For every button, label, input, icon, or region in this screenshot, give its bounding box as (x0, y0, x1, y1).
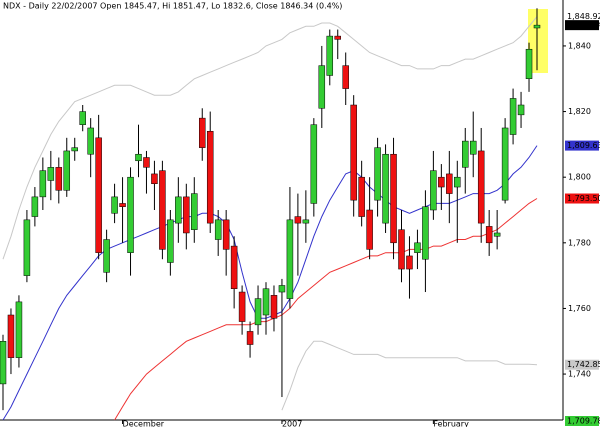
price-label: 1,846.34 (567, 21, 600, 30)
y-tick-label: 1,820 (568, 107, 591, 116)
candle-body (318, 65, 326, 109)
candle-body (39, 170, 47, 198)
candle-body (278, 285, 286, 293)
price-label: 1,709.78 (567, 417, 600, 426)
x-tick-label: December (123, 420, 165, 427)
candle-body (462, 140, 469, 168)
y-tick-label: 1,780 (568, 238, 591, 247)
candle-body (310, 124, 318, 204)
price-label-box (565, 11, 599, 22)
candle-body (191, 193, 198, 230)
candle-body (525, 48, 533, 79)
candle-body (270, 295, 278, 319)
indicator-line (2, 16, 538, 260)
indicator-line (114, 198, 538, 421)
x-tick-label: February (433, 420, 469, 427)
candle-body (485, 226, 493, 244)
candle-body (294, 216, 302, 224)
candle-body (151, 173, 158, 184)
candle-body (71, 147, 78, 152)
candle-body (533, 24, 541, 29)
candle-body (406, 255, 413, 270)
candle-body (95, 137, 102, 253)
y-tick-label: 1,840 (568, 41, 591, 50)
candle-body (175, 196, 182, 224)
candle-body (135, 153, 142, 162)
candle-body (262, 288, 270, 316)
candle-body (493, 232, 501, 237)
candle-body (422, 206, 429, 260)
candle-body (366, 209, 373, 250)
price-label-box (565, 416, 599, 426)
candle-body (23, 219, 31, 276)
x-tick-label: 2007 (282, 420, 302, 427)
price-label: 1,809.63 (567, 141, 600, 150)
price-label-box (565, 140, 599, 151)
candle-body (143, 157, 150, 168)
candle-body (55, 167, 63, 191)
price-label-box (565, 20, 599, 31)
candle-body (199, 117, 206, 148)
candle-body (517, 104, 525, 116)
candle-body (446, 173, 453, 194)
candle-body (230, 245, 238, 289)
candle-body (286, 219, 294, 299)
candle-body (334, 35, 341, 40)
candle-body (501, 127, 509, 201)
candle-body (358, 176, 365, 217)
candle-body (454, 176, 461, 188)
y-tick-label: 1,740 (568, 370, 591, 379)
candle-body (254, 298, 262, 326)
candle-body (15, 301, 23, 358)
candle-body (206, 131, 214, 224)
candle-body (246, 331, 254, 345)
candle-body (103, 239, 110, 273)
price-label: 1,742.85 (567, 360, 600, 369)
candle-body (342, 65, 349, 89)
candle-body (87, 127, 94, 155)
price-label: 1,848.92 (567, 12, 600, 21)
candle-body (79, 111, 86, 125)
candle-body (430, 170, 437, 211)
candle-body (7, 314, 15, 358)
candle-body (222, 219, 230, 250)
candle-body (326, 35, 334, 76)
candle-body (119, 203, 126, 207)
price-label-box (565, 193, 599, 204)
candle-body (183, 196, 190, 234)
candle-body (438, 176, 445, 188)
candle-body (0, 341, 7, 385)
y-tick-label: 1,760 (568, 304, 591, 313)
indicator-line (2, 145, 538, 421)
candle-body (31, 196, 39, 217)
indicator-line (281, 340, 538, 411)
candle-body (127, 176, 134, 253)
candle-body (167, 219, 174, 263)
candle-body (47, 167, 55, 181)
candle-body (414, 242, 421, 253)
chart-title: NDX - Daily 22/02/2007 Open 1845.47, Hi … (3, 2, 342, 11)
candle-body (111, 196, 118, 214)
candle-body (382, 153, 389, 224)
candle-body (159, 170, 166, 250)
candle-body (302, 219, 310, 224)
candle-body (469, 140, 477, 155)
candle-body (374, 147, 381, 201)
candle-body (509, 98, 517, 135)
price-label-box (565, 359, 599, 370)
candle-body (238, 291, 246, 322)
y-tick-label: 1,800 (568, 173, 591, 182)
candle-body (398, 229, 405, 270)
candle-body (350, 104, 357, 201)
highlight (528, 9, 548, 73)
candle-body (214, 219, 222, 240)
price-label: 1,793.50 (567, 194, 600, 203)
candle-body (477, 150, 485, 224)
candle-body (390, 153, 397, 244)
candle-body (63, 150, 71, 191)
